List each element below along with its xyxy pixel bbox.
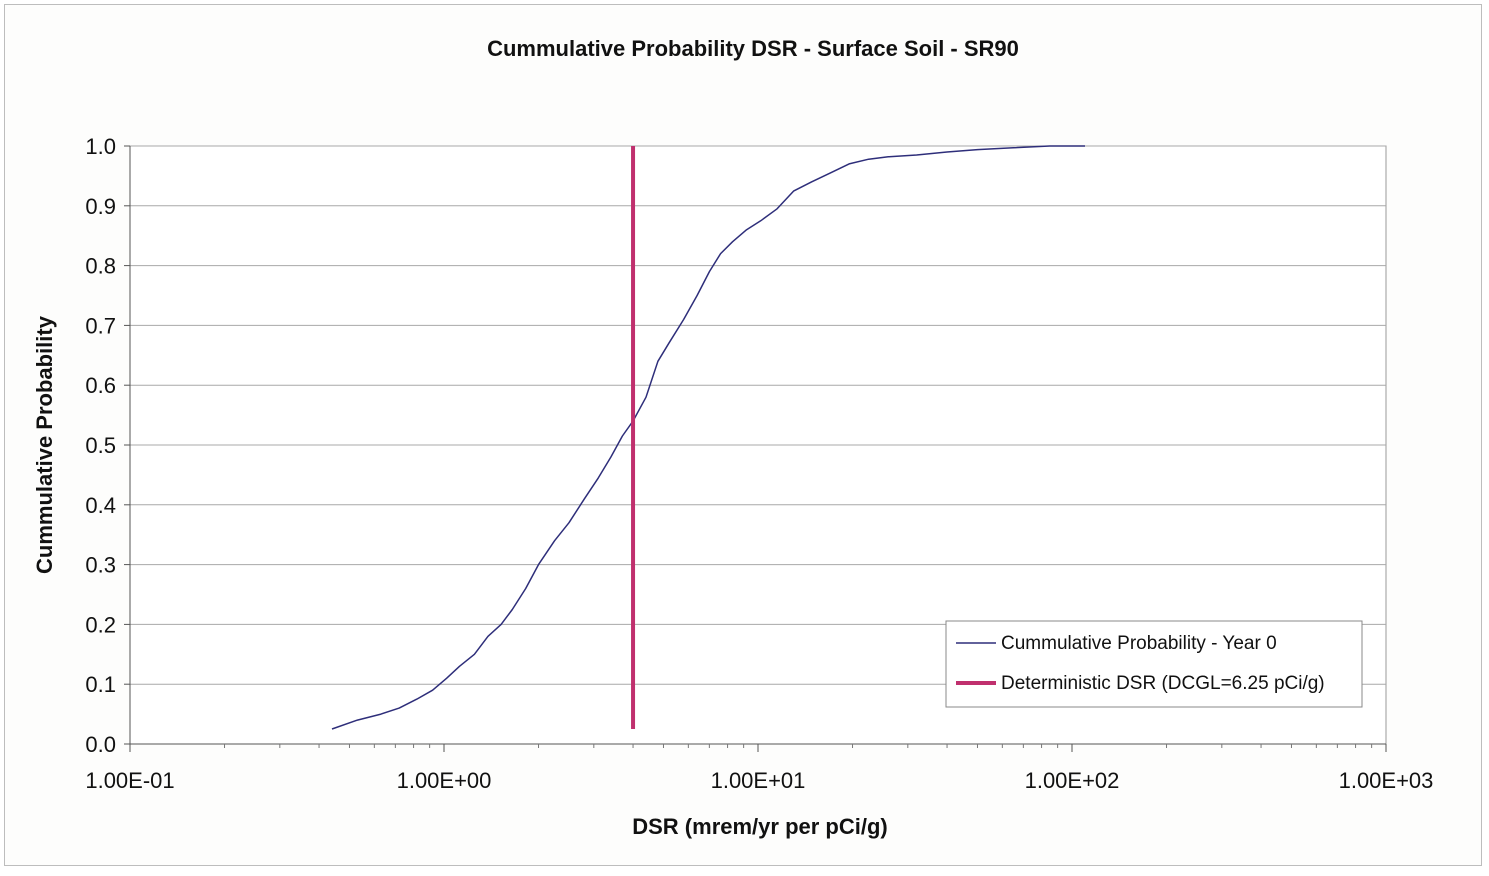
y-tick-label: 0.1 (85, 672, 116, 697)
y-ticks: 0.0 0.1 0.2 0.3 0.4 0.5 0.6 0.7 0.8 0.9 1.0 (85, 134, 131, 757)
y-tick-label: 1.0 (85, 134, 116, 159)
x-tick-label: 1.00E+01 (711, 768, 806, 793)
x-axis-title: DSR (mrem/yr per pCi/g) (632, 814, 888, 839)
y-axis-title: Cummulative Probability (32, 315, 57, 574)
y-tick-label: 0.8 (85, 254, 116, 279)
y-tick-label: 0.4 (85, 493, 116, 518)
x-tick-label: 1.00E+02 (1025, 768, 1120, 793)
y-tick-label: 0.2 (85, 612, 116, 637)
series-line-cumulative-probability (331, 145, 1085, 730)
x-ticks: 1.00E-01 1.00E+00 1.00E+01 1.00E+02 1.00E+03 (85, 743, 1434, 793)
x-tick-label: 1.00E-01 (85, 768, 174, 793)
gridlines (130, 145, 1386, 685)
legend-label-deterministic: Deterministic DSR (DCGL=6.25 pCi/g) (1001, 673, 1325, 694)
legend-label-probability: Cummulative Probability - Year 0 (1001, 633, 1277, 654)
x-tick-label: 1.00E+03 (1339, 768, 1434, 793)
y-tick-label: 0.7 (85, 313, 116, 338)
legend: Cummulative Probability - Year 0 Determi… (945, 620, 1363, 708)
legend-box (945, 620, 1363, 708)
series-group (331, 145, 1085, 730)
y-tick-label: 0.3 (85, 553, 116, 578)
y-tick-label: 0.6 (85, 373, 116, 398)
chart-title: Cummulative Probability DSR - Surface So… (487, 36, 1019, 61)
y-tick-label: 0.0 (85, 732, 116, 757)
y-tick-label: 0.5 (85, 433, 116, 458)
y-tick-label: 0.9 (85, 194, 116, 219)
x-tick-label: 1.00E+00 (397, 768, 492, 793)
